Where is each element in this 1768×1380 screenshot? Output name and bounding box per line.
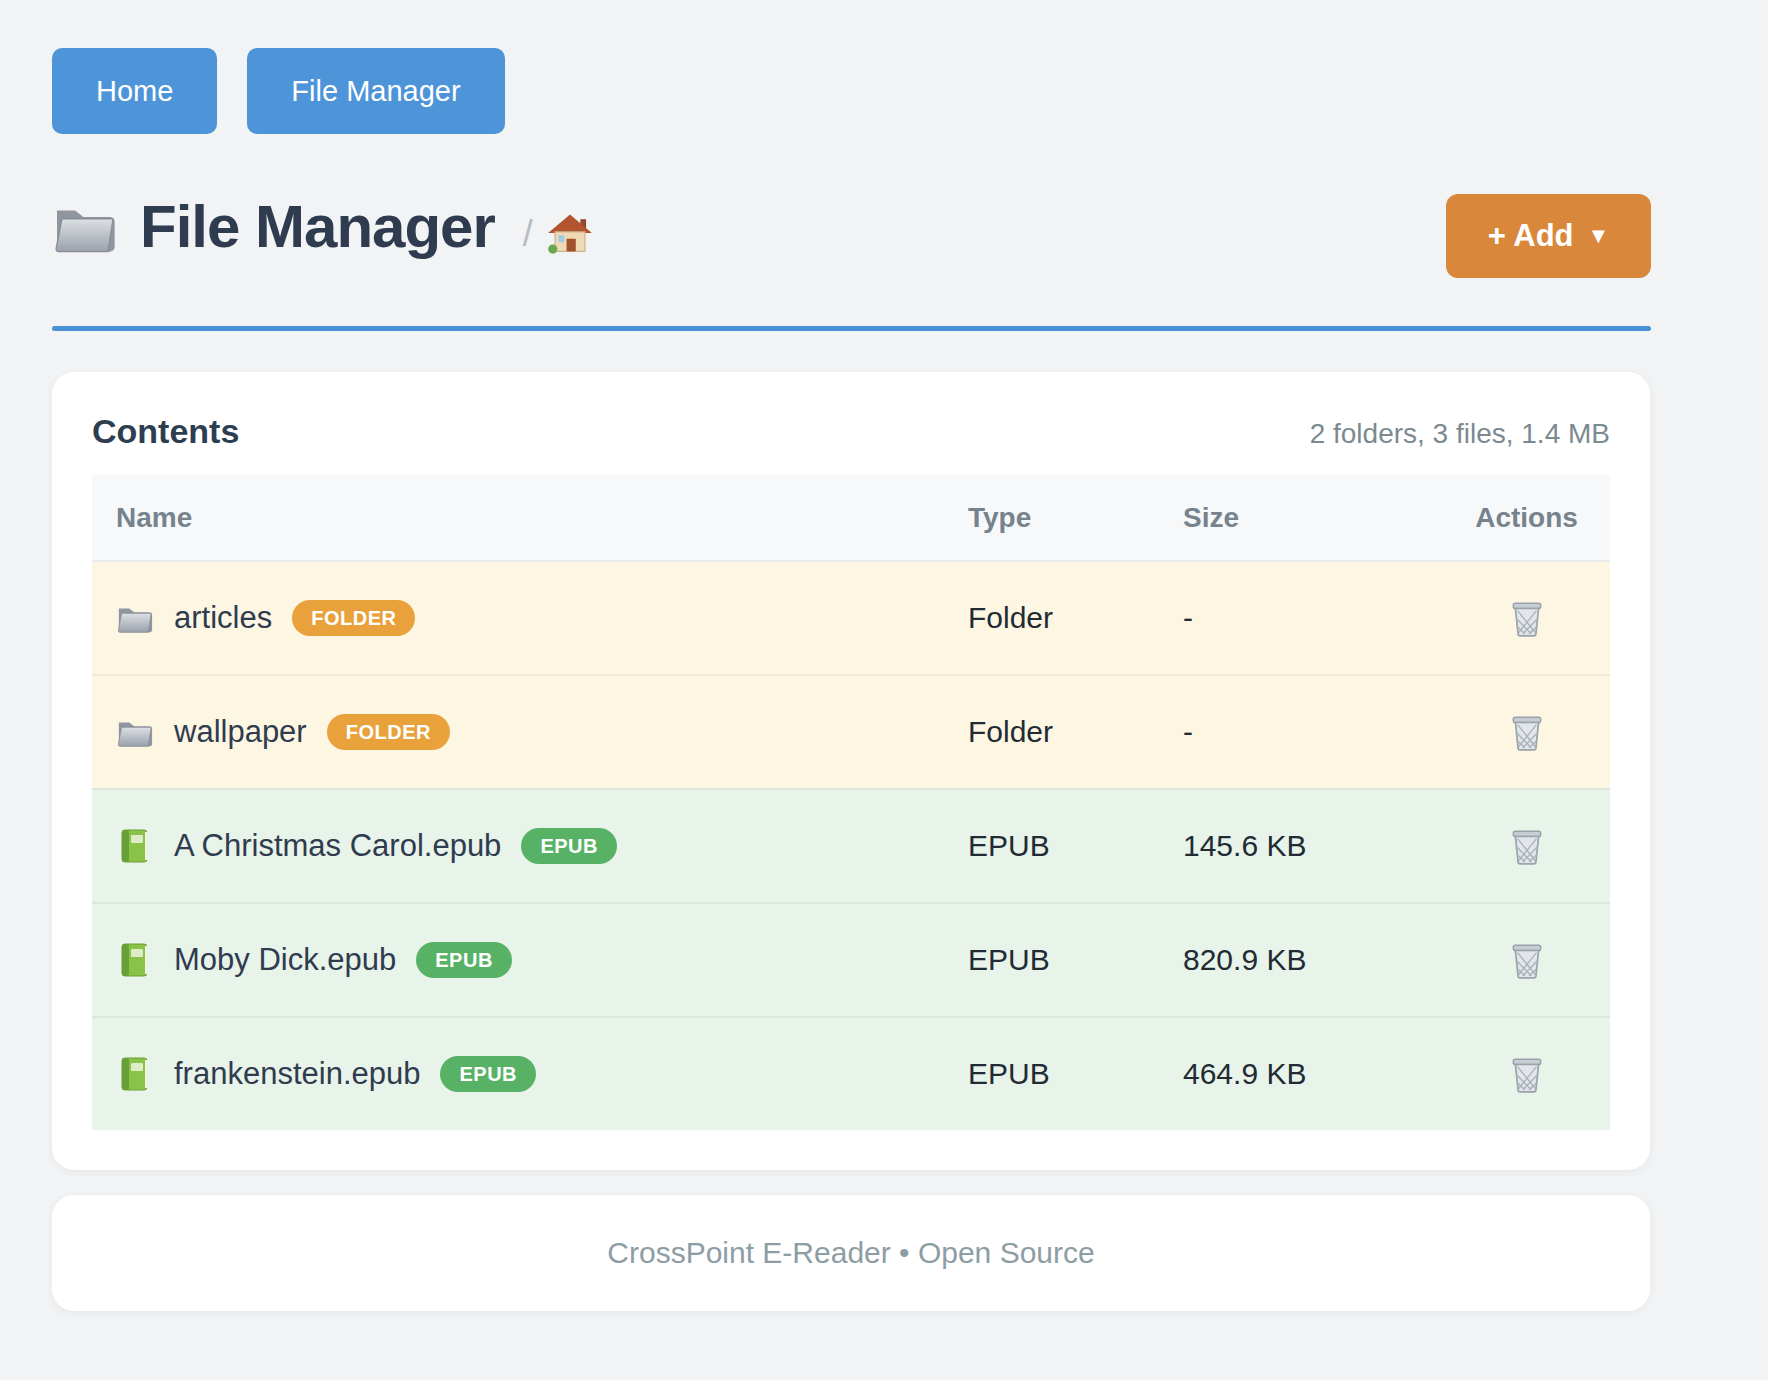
actions-cell bbox=[1505, 1050, 1549, 1098]
table-header-row: Name Type Size Actions bbox=[92, 475, 1610, 562]
folder-icon bbox=[116, 600, 154, 636]
contents-card-header: Contents 2 folders, 3 files, 1.4 MB bbox=[92, 412, 1610, 459]
actions-cell bbox=[1505, 594, 1549, 642]
book-icon bbox=[116, 828, 154, 864]
table-row[interactable]: frankenstein.epub EPUB EPUB 464.9 KB bbox=[92, 1016, 1610, 1130]
footer-card: CrossPoint E-Reader • Open Source bbox=[52, 1195, 1650, 1311]
wastebasket-icon bbox=[1509, 1054, 1545, 1094]
size-cell: 820.9 KB bbox=[1183, 943, 1443, 977]
name-cell[interactable]: wallpaper FOLDER bbox=[92, 714, 968, 750]
size-cell: - bbox=[1183, 601, 1443, 635]
table-row[interactable]: Moby Dick.epub EPUB EPUB 820.9 KB bbox=[92, 902, 1610, 1016]
book-icon bbox=[116, 1056, 154, 1092]
file-name-link[interactable]: Moby Dick.epub bbox=[174, 942, 396, 978]
column-header-size: Size bbox=[1183, 502, 1443, 534]
size-cell: - bbox=[1183, 715, 1443, 749]
type-cell: Folder bbox=[968, 601, 1183, 635]
file-name-link[interactable]: frankenstein.epub bbox=[174, 1056, 420, 1092]
actions-cell bbox=[1505, 708, 1549, 756]
wastebasket-icon bbox=[1509, 712, 1545, 752]
column-header-actions: Actions bbox=[1475, 502, 1578, 534]
file-table: Name Type Size Actions articles FOLDER F… bbox=[92, 475, 1610, 1130]
type-cell: EPUB bbox=[968, 1057, 1183, 1091]
delete-button[interactable] bbox=[1505, 822, 1549, 870]
top-nav: Home File Manager bbox=[52, 48, 505, 134]
file-name-link[interactable]: A Christmas Carol.epub bbox=[174, 828, 501, 864]
size-cell: 464.9 KB bbox=[1183, 1057, 1443, 1091]
type-badge: FOLDER bbox=[292, 600, 415, 636]
page-header: File Manager / bbox=[52, 192, 593, 261]
breadcrumb-separator: / bbox=[523, 213, 533, 255]
type-cell: EPUB bbox=[968, 943, 1183, 977]
name-cell[interactable]: frankenstein.epub EPUB bbox=[92, 1056, 968, 1092]
book-icon bbox=[116, 942, 154, 978]
table-row[interactable]: wallpaper FOLDER Folder - bbox=[92, 674, 1610, 788]
folder-icon bbox=[116, 714, 154, 750]
house-icon[interactable] bbox=[547, 210, 593, 256]
table-row[interactable]: A Christmas Carol.epub EPUB EPUB 145.6 K… bbox=[92, 788, 1610, 902]
type-badge: EPUB bbox=[416, 942, 512, 978]
contents-card: Contents 2 folders, 3 files, 1.4 MB Name… bbox=[52, 372, 1650, 1170]
table-row[interactable]: articles FOLDER Folder - bbox=[92, 562, 1610, 674]
type-cell: EPUB bbox=[968, 829, 1183, 863]
file-name-link[interactable]: wallpaper bbox=[174, 714, 307, 750]
name-cell[interactable]: articles FOLDER bbox=[92, 600, 968, 636]
table-body: articles FOLDER Folder - wallpaper FOLDE… bbox=[92, 562, 1610, 1130]
size-cell: 145.6 KB bbox=[1183, 829, 1443, 863]
type-badge: FOLDER bbox=[327, 714, 450, 750]
add-button[interactable]: + Add ▼ bbox=[1446, 194, 1651, 278]
type-badge: EPUB bbox=[521, 828, 617, 864]
footer-text: CrossPoint E-Reader • Open Source bbox=[607, 1236, 1094, 1270]
name-cell[interactable]: A Christmas Carol.epub EPUB bbox=[92, 828, 968, 864]
column-header-name: Name bbox=[92, 502, 968, 534]
delete-button[interactable] bbox=[1505, 594, 1549, 642]
name-cell[interactable]: Moby Dick.epub EPUB bbox=[92, 942, 968, 978]
delete-button[interactable] bbox=[1505, 1050, 1549, 1098]
actions-cell bbox=[1505, 936, 1549, 984]
actions-cell bbox=[1505, 822, 1549, 870]
nav-file-manager-button[interactable]: File Manager bbox=[247, 48, 504, 134]
wastebasket-icon bbox=[1509, 940, 1545, 980]
column-header-type: Type bbox=[968, 502, 1183, 534]
contents-summary: 2 folders, 3 files, 1.4 MB bbox=[1310, 418, 1610, 450]
contents-title: Contents bbox=[92, 412, 239, 451]
page: { "nav": { "buttons": [ { "label": "Home… bbox=[0, 0, 1768, 1380]
folder-icon bbox=[52, 199, 118, 255]
delete-button[interactable] bbox=[1505, 708, 1549, 756]
add-button-label: + Add bbox=[1488, 218, 1574, 254]
wastebasket-icon bbox=[1509, 598, 1545, 638]
wastebasket-icon bbox=[1509, 826, 1545, 866]
page-title: File Manager bbox=[140, 192, 495, 261]
header-divider bbox=[52, 326, 1651, 331]
chevron-down-icon: ▼ bbox=[1588, 223, 1610, 249]
type-badge: EPUB bbox=[440, 1056, 536, 1092]
type-cell: Folder bbox=[968, 715, 1183, 749]
delete-button[interactable] bbox=[1505, 936, 1549, 984]
nav-home-button[interactable]: Home bbox=[52, 48, 217, 134]
file-name-link[interactable]: articles bbox=[174, 600, 272, 636]
